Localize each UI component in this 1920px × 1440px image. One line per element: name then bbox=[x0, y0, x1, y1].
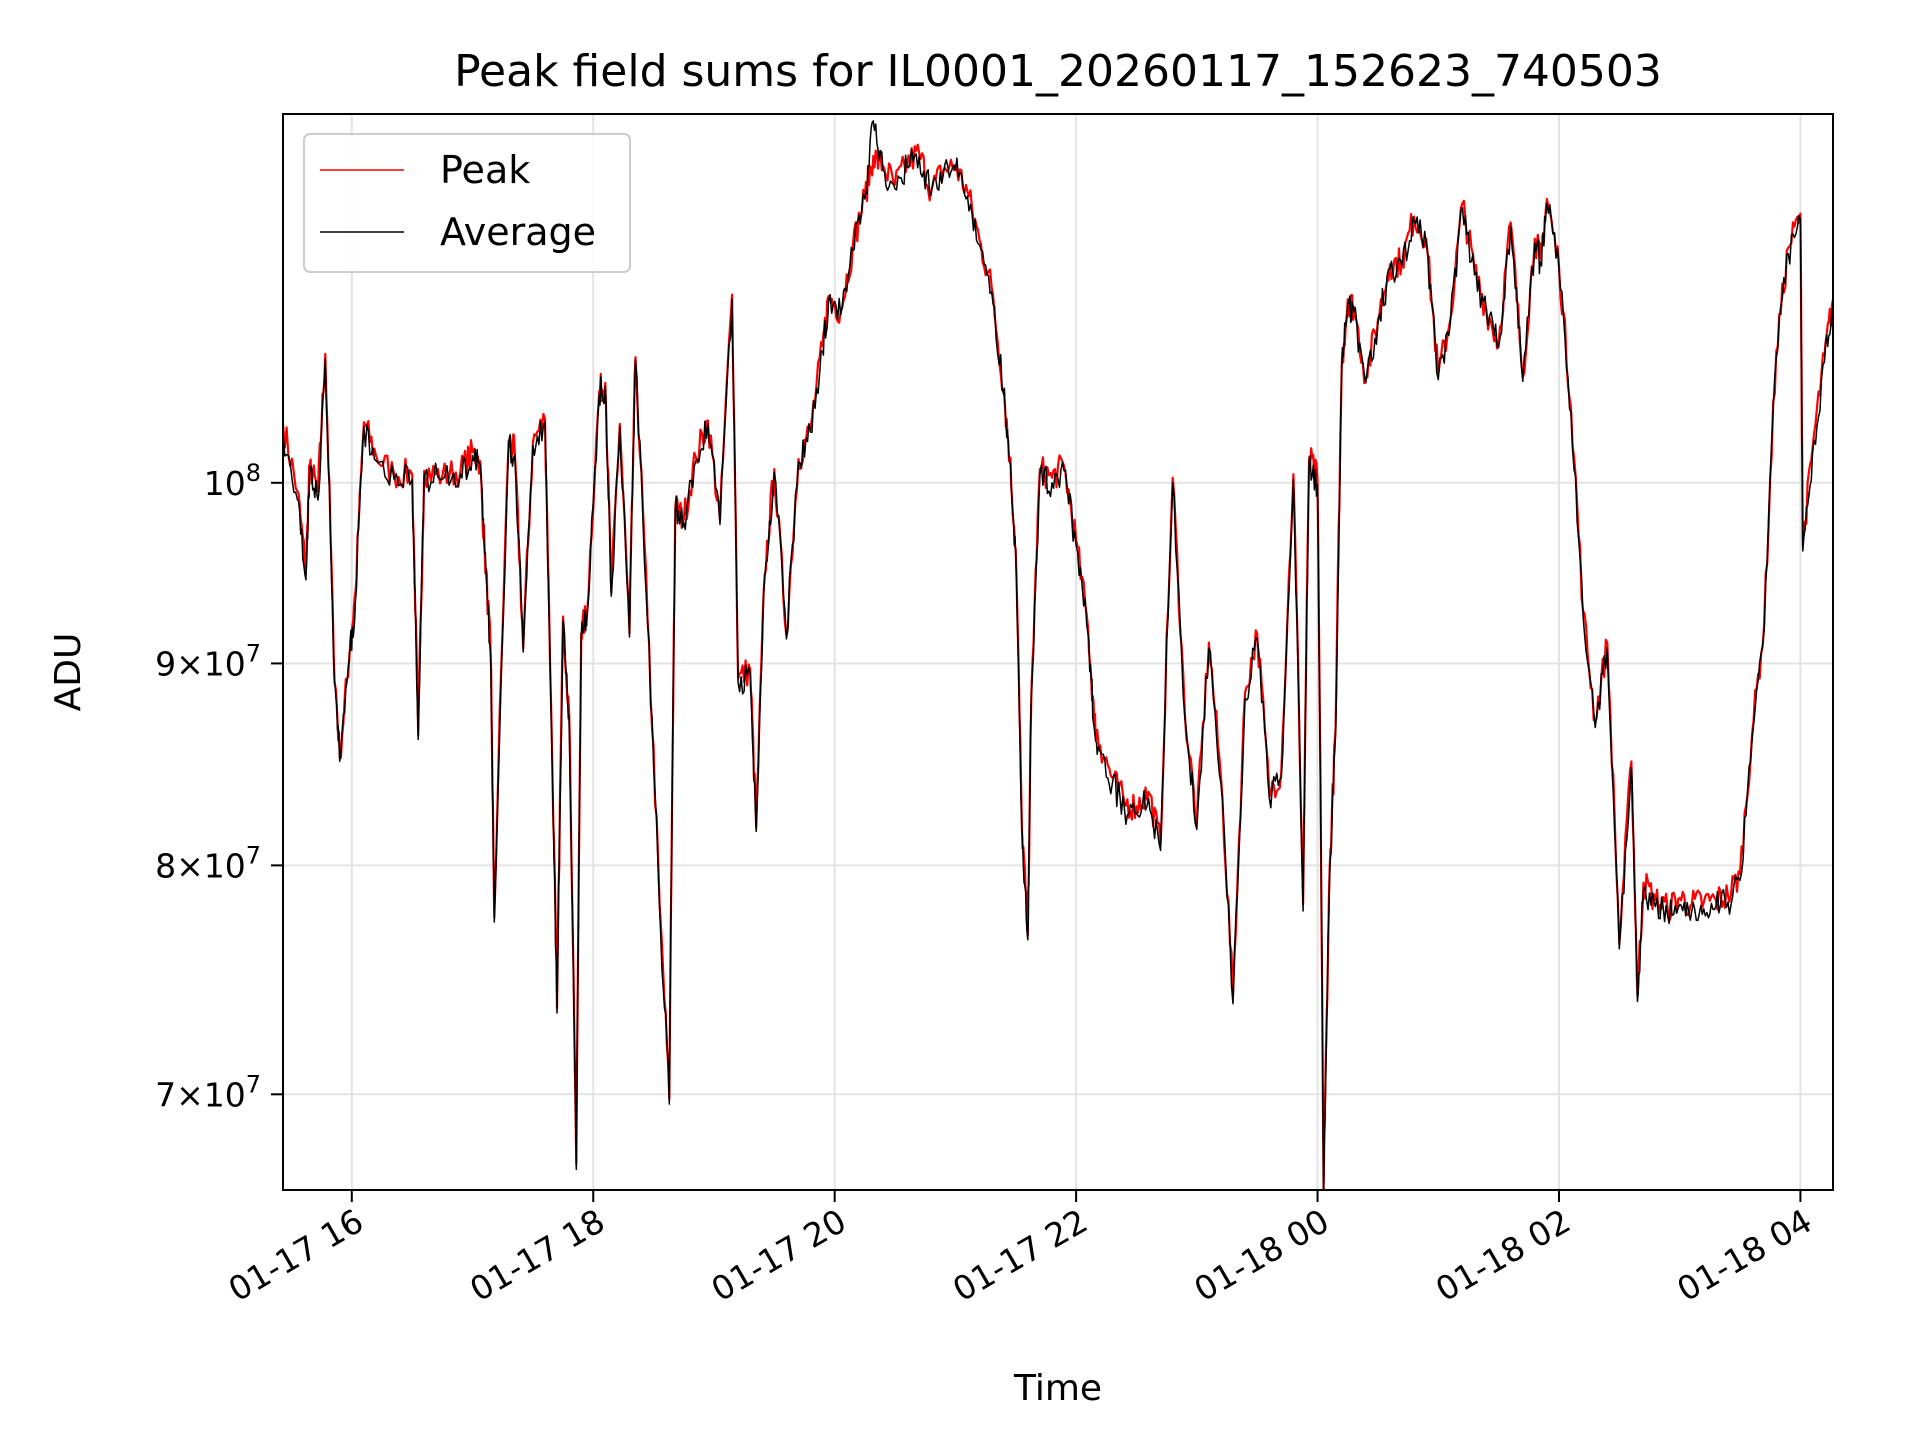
y-axis-label: ADU bbox=[48, 633, 89, 712]
legend: Peak Average bbox=[303, 133, 631, 273]
plot-frame bbox=[282, 113, 1834, 1191]
x-tick-label: 01-17 16 bbox=[222, 1201, 370, 1309]
y-tick-label: 9×107 bbox=[155, 639, 261, 683]
legend-average-label: Average bbox=[440, 210, 596, 254]
y-tick-label: 108 bbox=[204, 459, 261, 503]
series-layer bbox=[283, 120, 1833, 1190]
y-tick-label: 8×107 bbox=[155, 841, 261, 885]
x-axis-label: Time bbox=[1013, 1368, 1102, 1409]
x-tick-label: 01-17 18 bbox=[463, 1201, 611, 1309]
x-tick-label: 01-18 00 bbox=[1188, 1201, 1336, 1309]
x-tick-label: 01-17 22 bbox=[946, 1201, 1094, 1309]
grid-lines bbox=[283, 114, 1833, 1190]
x-axis-ticks: 01-17 16 01-17 18 01-17 20 01-17 22 01-18 00… bbox=[222, 1190, 1818, 1309]
x-tick-label: 01-18 02 bbox=[1429, 1201, 1577, 1309]
x-tick-label: 01-17 20 bbox=[705, 1201, 853, 1309]
legend-box bbox=[303, 133, 631, 273]
y-axis-ticks: 7×107 8×107 9×107 108 bbox=[155, 459, 283, 1114]
chart-title: Peak field sums for IL0001_20260117_1526… bbox=[454, 46, 1662, 97]
legend-peak-label: Peak bbox=[440, 148, 530, 192]
y-tick-label: 7×107 bbox=[155, 1070, 261, 1114]
x-tick-label: 01-18 04 bbox=[1670, 1201, 1818, 1309]
average-series-line bbox=[283, 120, 1833, 1190]
peak-series-line bbox=[283, 143, 1833, 1190]
